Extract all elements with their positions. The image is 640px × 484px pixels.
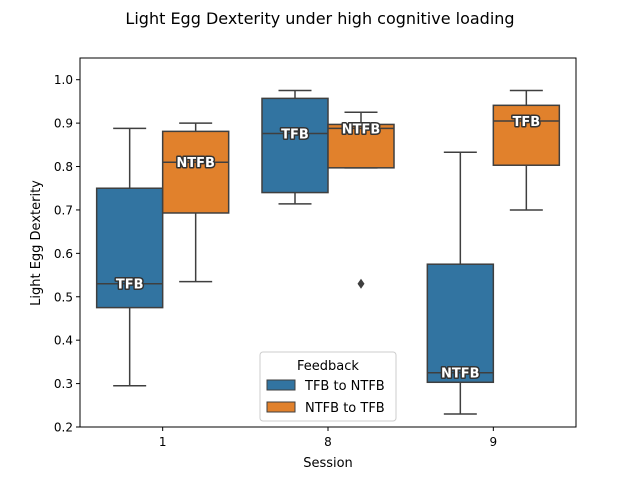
legend-swatch-tfb-to-ntfb <box>266 379 296 391</box>
box-tfb-to-ntfb-session-9: NTFB <box>426 151 495 415</box>
box-series: TFB TFB NTFB NTFB NTFB TFB <box>95 89 561 415</box>
legend-label-tfb-to-ntfb: TFB to NTFB <box>304 379 385 394</box>
y-tick-label: 0.6 <box>54 247 73 261</box>
median-label: NTFB <box>441 367 480 382</box>
legend-title: Feedback <box>297 359 359 374</box>
iqr-box <box>161 130 230 214</box>
y-tick-label: 0.7 <box>54 203 73 217</box>
outlier-point <box>357 278 365 289</box>
x-tick-label: 1 <box>159 435 167 449</box>
iqr-box <box>261 97 329 194</box>
y-tick-label: 0.9 <box>54 117 73 131</box>
y-tick-label: 0.2 <box>54 421 73 435</box>
median-label: TFB <box>281 128 309 143</box>
box-tfb-to-ntfb-session-8: TFB <box>261 89 329 205</box>
x-axis-label: Session <box>303 456 353 471</box>
legend-swatch-ntfb-to-tfb <box>266 401 296 413</box>
y-axis: 0.2 0.3 0.4 0.5 0.6 0.7 0.8 0.9 1.0 <box>54 73 80 435</box>
y-tick-label: 0.3 <box>54 377 73 391</box>
y-tick-label: 0.4 <box>54 334 73 348</box>
box-ntfb-to-tfb-session-8: NTFB <box>327 111 395 289</box>
legend: Feedback TFB to NTFB NTFB to TFB <box>259 351 397 422</box>
y-tick-label: 0.8 <box>54 160 73 174</box>
box-tfb-to-ntfb-session-1: TFB <box>95 127 164 387</box>
y-tick-label: 0.5 <box>54 290 73 304</box>
iqr-box <box>327 123 395 169</box>
chart-title: Light Egg Dexterity under high cognitive… <box>125 9 514 28</box>
y-tick-label: 1.0 <box>54 73 73 87</box>
iqr-box <box>95 187 164 309</box>
plot-frame <box>79 57 577 428</box>
iqr-box <box>492 104 561 166</box>
median-label: TFB <box>116 278 144 293</box>
x-tick-label: 8 <box>324 435 332 449</box>
box-ntfb-to-tfb-session-9: TFB <box>492 89 561 211</box>
y-axis-label: Light Egg Dexterity <box>29 180 44 306</box>
legend-label-ntfb-to-tfb: NTFB to TFB <box>305 401 385 416</box>
box-ntfb-to-tfb-session-1: NTFB <box>161 122 230 283</box>
median-label: NTFB <box>176 156 215 171</box>
x-axis: 1 8 9 <box>159 427 497 449</box>
median-label: NTFB <box>342 122 381 137</box>
iqr-box <box>426 263 495 384</box>
x-tick-label: 9 <box>490 435 498 449</box>
median-label: TFB <box>512 115 540 130</box>
